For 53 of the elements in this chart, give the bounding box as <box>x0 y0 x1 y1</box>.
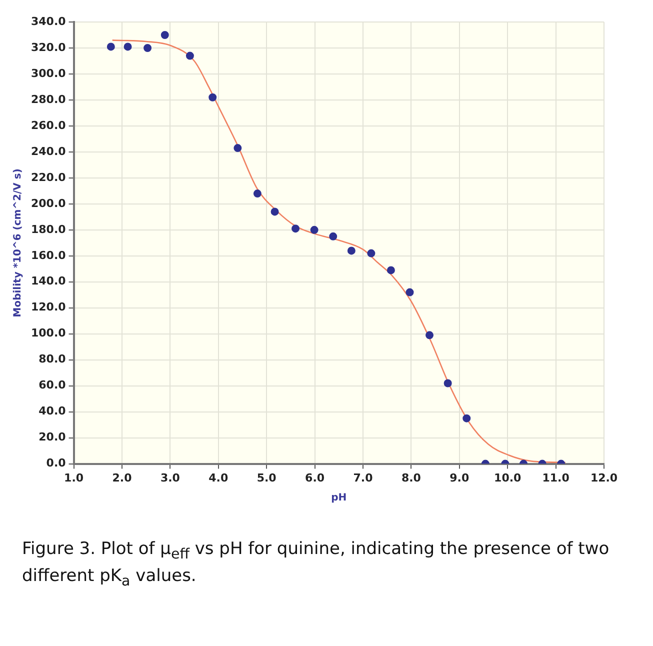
y-tick-label: 100.0 <box>30 326 66 340</box>
y-tick-label: 20.0 <box>38 430 66 444</box>
y-tick-label: 300.0 <box>30 66 66 80</box>
y-tick-label: 160.0 <box>30 248 66 262</box>
y-axis-title: Mobility *10^6 (cm^2/V s) <box>12 168 24 318</box>
y-tick-label: 320.0 <box>30 40 66 54</box>
point <box>124 42 132 51</box>
y-tick-label: 180.0 <box>30 222 66 236</box>
point <box>347 246 356 255</box>
y-tick-label: 340.0 <box>30 14 66 28</box>
y-tick-label: 260.0 <box>30 118 66 132</box>
text: Figure 3. Plot of μ$_{eff}$ vs pH for quinine, indicating the presence of two different pK$_{a}$ values. <box>22 539 610 589</box>
x-tick-label: 12.0 <box>590 471 618 484</box>
x-axis-title: pH <box>331 492 347 504</box>
y-tick-label: 200.0 <box>30 196 66 210</box>
point <box>106 42 115 51</box>
point <box>462 414 471 422</box>
y-tick-label: 80.0 <box>38 352 66 366</box>
y-tick-label: 40.0 <box>38 404 66 418</box>
point <box>144 44 152 52</box>
x-tick-label: 8.0 <box>401 471 422 484</box>
x-tick-label: 4.0 <box>208 471 228 484</box>
x-tick-label: 10.0 <box>494 471 522 484</box>
line-series <box>112 40 566 464</box>
point <box>367 249 376 258</box>
y-tick-label: 140.0 <box>30 274 66 288</box>
y-tick-label: 220.0 <box>30 170 66 184</box>
point <box>208 93 217 102</box>
point <box>444 379 452 388</box>
y-tick-label: 120.0 <box>30 300 66 314</box>
point <box>329 232 338 240</box>
point <box>234 144 242 152</box>
point <box>270 208 279 216</box>
point <box>310 226 318 234</box>
point <box>292 224 300 233</box>
x-tick-label: 9.0 <box>450 471 470 484</box>
y-tick-label: 240.0 <box>30 144 66 158</box>
x-tick-label: 6.0 <box>305 471 325 484</box>
point <box>186 52 194 60</box>
point <box>426 331 434 340</box>
x-tick-label: 11.0 <box>542 471 570 484</box>
point <box>160 30 169 39</box>
y-tick-label: 0.0 <box>46 456 66 470</box>
x-tick-label: 2.0 <box>112 471 132 484</box>
x-tick-label: 1.0 <box>64 471 84 484</box>
x-tick-label: 5.0 <box>256 471 277 484</box>
x-tick-label: 7.0 <box>353 471 374 484</box>
y-tick-label: 60.0 <box>38 378 66 392</box>
x-tick-label: 3.0 <box>160 471 180 484</box>
point <box>253 190 262 198</box>
point <box>386 266 395 274</box>
y-tick-label: 280.0 <box>30 92 66 106</box>
point <box>406 288 414 296</box>
